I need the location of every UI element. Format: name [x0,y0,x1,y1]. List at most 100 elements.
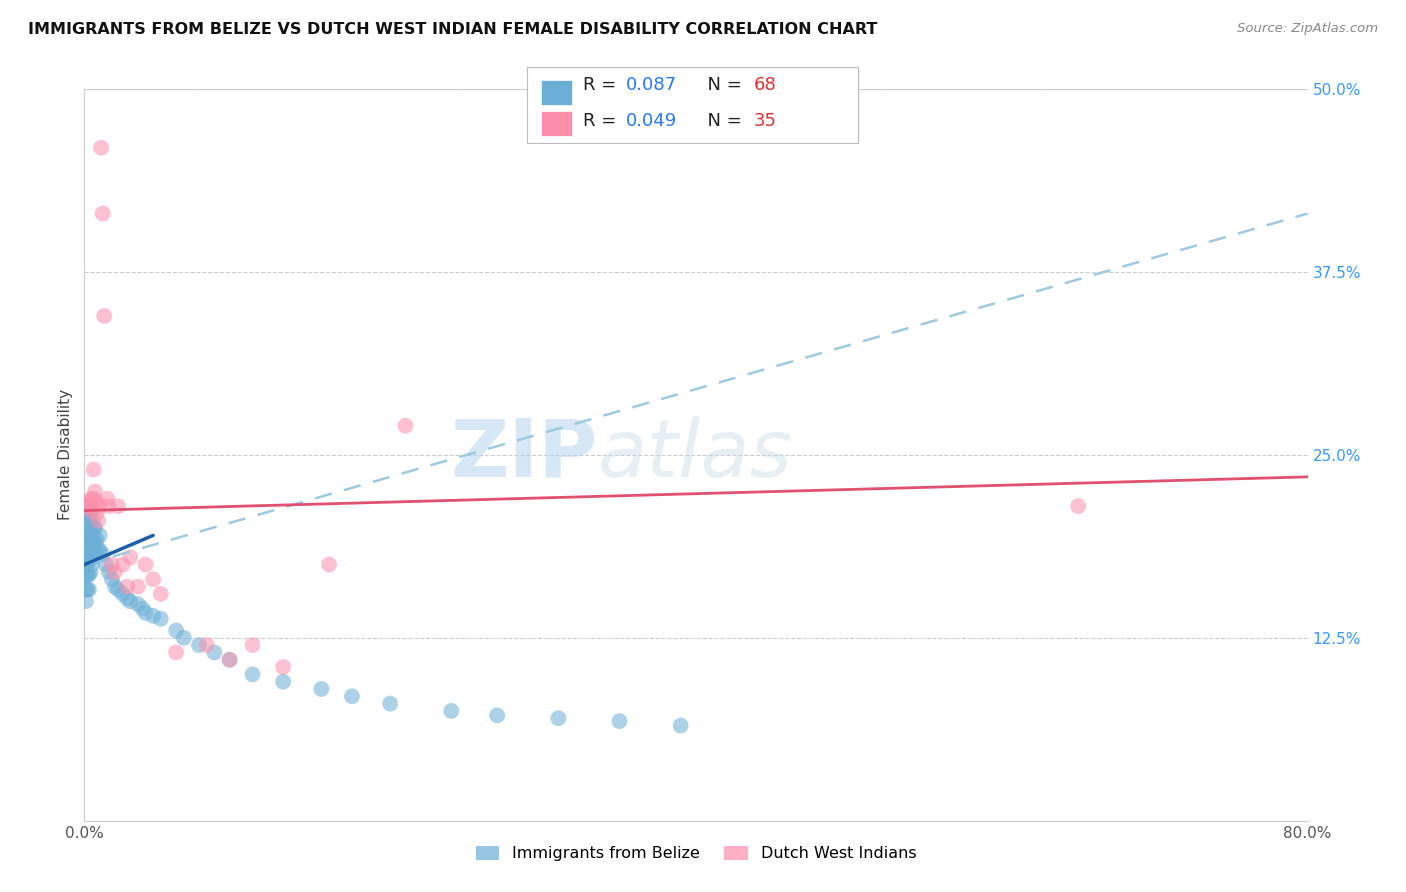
Point [79,550,101,565]
Point [80,499,103,513]
Point [271,660,294,674]
Point [89,543,111,558]
Point [142,572,165,586]
Point [86,507,108,521]
Point [76,499,98,513]
Point [115,580,138,594]
Point [394,418,416,433]
Point [149,587,172,601]
Point [440,704,463,718]
Y-axis label: Female Disability: Female Disability [58,389,73,521]
Point [80,514,103,528]
Point [86,494,108,508]
Point [131,601,153,615]
Text: R =: R = [583,76,623,94]
Point [79,503,101,517]
Point [75,567,97,582]
Point [86,548,108,562]
Point [75,543,97,558]
Text: Source: ZipAtlas.com: Source: ZipAtlas.com [1237,22,1378,36]
Point [77,514,100,528]
Point [97,499,120,513]
Point [188,638,211,652]
Point [127,580,149,594]
Point [120,594,142,608]
Point [75,528,97,542]
Point [83,550,105,565]
Text: 0.049: 0.049 [626,112,676,129]
Point [83,462,105,476]
Point [115,591,138,606]
Point [218,653,240,667]
Point [218,653,240,667]
Point [111,558,134,572]
Point [79,507,101,521]
Text: R =: R = [583,112,623,129]
Point [77,553,100,567]
Text: N =: N = [696,112,748,129]
Point [80,528,103,542]
Point [195,638,218,652]
Point [83,491,105,506]
Point [149,612,172,626]
Point [547,711,569,725]
Point [107,499,129,513]
Point [77,543,100,558]
Point [97,565,120,579]
Point [135,606,157,620]
Point [669,718,692,732]
Text: IMMIGRANTS FROM BELIZE VS DUTCH WEST INDIAN FEMALE DISABILITY CORRELATION CHART: IMMIGRANTS FROM BELIZE VS DUTCH WEST IND… [28,22,877,37]
Point [77,528,100,542]
Point [79,521,101,535]
Point [76,499,98,513]
Point [87,543,110,558]
Point [96,491,118,506]
Point [609,714,631,728]
Point [89,499,111,513]
Point [80,558,103,572]
Point [79,535,101,549]
Text: N =: N = [696,76,748,94]
Point [77,582,100,597]
Point [83,535,105,549]
Point [75,582,97,597]
Point [90,141,112,155]
Text: atlas: atlas [598,416,793,494]
Point [86,533,108,547]
Point [77,494,100,508]
Point [1067,499,1090,513]
Text: 0.087: 0.087 [626,76,676,94]
Point [79,565,101,579]
Point [173,631,195,645]
Point [91,548,114,562]
Point [107,582,129,597]
Point [101,572,124,586]
Point [318,558,340,572]
Point [84,484,107,499]
Point [271,674,294,689]
Point [76,567,98,582]
Point [76,582,98,597]
Point [79,491,101,506]
Point [75,594,97,608]
Point [242,638,264,652]
Point [94,558,117,572]
Point [76,543,98,558]
Point [120,550,142,565]
Point [77,507,100,521]
Point [93,309,115,323]
Point [111,587,134,601]
Text: 35: 35 [754,112,776,129]
Point [77,567,100,582]
Point [76,553,98,567]
Point [91,206,114,220]
Point [89,528,111,542]
Point [142,608,165,623]
Point [165,645,187,659]
Point [84,535,107,549]
Point [311,681,333,696]
Point [104,580,127,594]
Point [84,521,107,535]
Point [135,558,157,572]
Point [87,514,110,528]
